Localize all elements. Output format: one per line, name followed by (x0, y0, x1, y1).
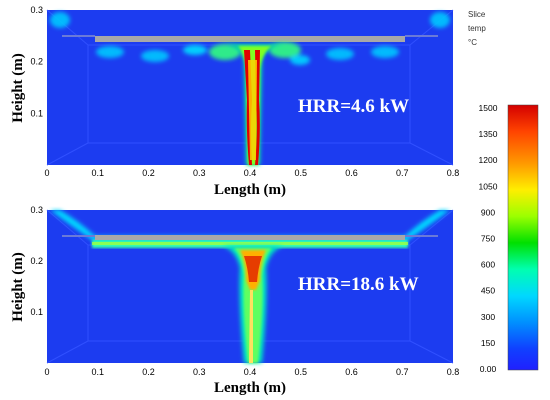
panel-bottom-hrr-label: HRR=18.6 kW (298, 274, 419, 295)
colorbar-tick-10: 0.00 (480, 364, 497, 374)
panel-top-y-tick-1: 0.2 (30, 57, 43, 67)
legend-line-1: Slice (468, 10, 486, 19)
panel-top-x-tick-1: 0.1 (91, 168, 104, 178)
panel-bottom-x-tick-2: 0.2 (142, 367, 155, 377)
panel-bottom-plume (222, 246, 284, 363)
legend-line-2: temp (468, 24, 486, 33)
panel-bottom-x-axis-label: Length (m) (214, 380, 286, 396)
legend-line-3: °C (468, 38, 477, 47)
panel-bottom-x-tick-6: 0.6 (345, 367, 358, 377)
panel-top-plume (225, 44, 285, 165)
colorbar-tick-1: 1350 (479, 129, 498, 139)
colorbar-tick-0: 1500 (479, 103, 498, 113)
colorbar-tick-4: 900 (481, 207, 495, 217)
panel-top-y-tick-0: 0.3 (30, 5, 43, 15)
panel-top-hrr-label: HRR=4.6 kW (298, 96, 409, 117)
panel-top-x-tick-2: 0.2 (142, 168, 155, 178)
panel-bottom-x-tick-1: 0.1 (91, 367, 104, 377)
panel-top-x-tick-7: 0.7 (396, 168, 409, 178)
panel-bottom-y-tick-0: 0.3 (30, 205, 43, 215)
panel-bottom-x-tick-5: 0.5 (294, 367, 307, 377)
panel-top: HRR=4.6 kW (46, 9, 454, 166)
panel-bottom-y-tick-2: 0.1 (30, 307, 43, 317)
panel-bottom-ceiling (95, 235, 405, 240)
panel-top-ceiling-eddies (50, 12, 450, 65)
panel-bottom-x-tick-4: 0.4 (244, 367, 257, 377)
axes: 0 0.1 0.2 0.3 0.4 0.5 0.6 0.7 0.8 0.3 0.2 0.1 Length… (10, 5, 459, 396)
panel-bottom-y-tick-1: 0.2 (30, 256, 43, 266)
colorbar-tick-6: 600 (481, 260, 495, 270)
legend: Slice temp °C 1500 1350 1200 1050 900 750 600 4… (468, 10, 539, 374)
panel-top-x-tick-5: 0.5 (294, 168, 307, 178)
panel-top-x-tick-3: 0.3 (193, 168, 206, 178)
colorbar-tick-9: 150 (481, 338, 495, 348)
panel-bottom-y-axis-label: Height (m) (10, 252, 26, 322)
colorbar (507, 104, 539, 371)
colorbar-tick-3: 1050 (479, 181, 498, 191)
panel-top-x-tick-4: 0.4 (244, 168, 257, 178)
panel-bottom-x-tick-8: 0.8 (447, 367, 460, 377)
panel-bottom-x-tick-7: 0.7 (396, 367, 409, 377)
panel-bottom-x-tick-0: 0 (44, 367, 49, 377)
panel-top-y-tick-2: 0.1 (30, 108, 43, 118)
colorbar-tick-2: 1200 (479, 155, 498, 165)
panel-top-x-tick-8: 0.8 (447, 168, 460, 178)
panel-top-y-axis-label: Height (m) (10, 53, 26, 123)
panel-top-x-tick-6: 0.6 (345, 168, 358, 178)
colorbar-tick-8: 300 (481, 312, 495, 322)
colorbar-tick-5: 750 (481, 234, 495, 244)
panel-bottom-x-tick-3: 0.3 (193, 367, 206, 377)
panel-top-x-axis-label: Length (m) (214, 182, 286, 198)
panel-bottom: HRR=18.6 kW (46, 209, 454, 364)
colorbar-ticks: 1500 1350 1200 1050 900 750 600 450 300 150 0.00 (479, 103, 498, 374)
panel-top-ceiling (95, 36, 405, 42)
colorbar-tick-7: 450 (481, 286, 495, 296)
panel-bottom-ceiling-jet (50, 210, 450, 248)
panel-top-x-tick-0: 0 (44, 168, 49, 178)
